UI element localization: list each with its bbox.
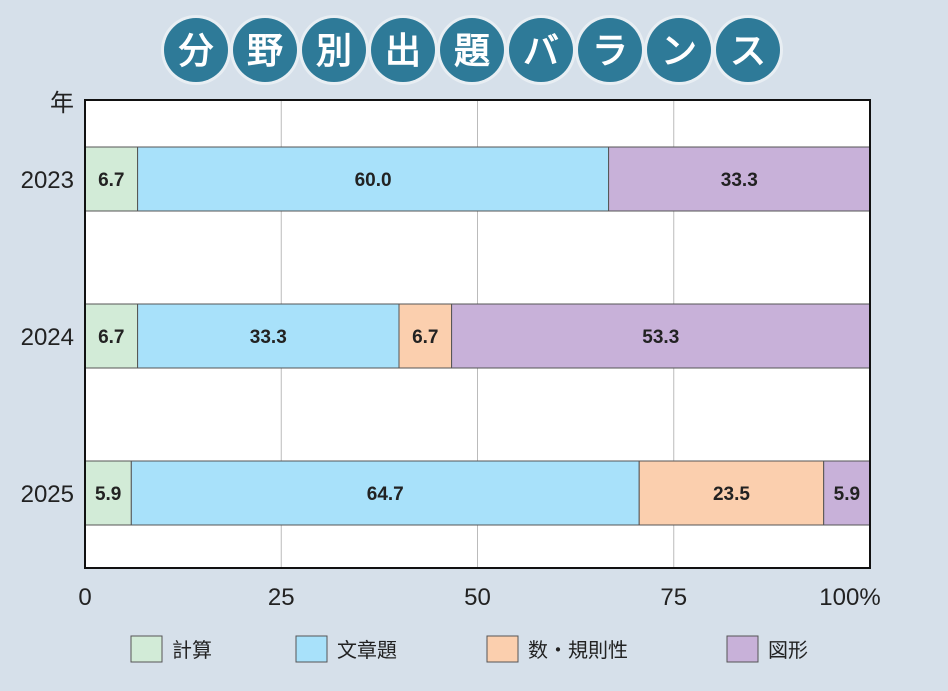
bar-segment	[84, 303, 139, 369]
y-tick-label: 2023	[21, 167, 74, 194]
bar-data-label: 5.9	[834, 484, 860, 505]
title-char: 題	[437, 15, 507, 85]
title-circle	[578, 18, 642, 82]
y-tick-label: 2024	[21, 324, 74, 351]
bar-data-label: 64.7	[367, 484, 404, 505]
bar-segment	[84, 460, 132, 526]
title-char-text: 野	[247, 31, 283, 72]
title-char: 野	[230, 15, 300, 85]
legend-item: 数・規則性	[486, 635, 628, 663]
title-char-text: 別	[316, 31, 352, 72]
legend-item: 文章題	[295, 635, 397, 663]
title-char: 分	[161, 15, 231, 85]
y-axis-label: 年	[50, 90, 74, 117]
title-circle	[509, 18, 573, 82]
bar-data-label: 6.7	[98, 327, 124, 348]
title-circle	[371, 18, 435, 82]
title-char: ラ	[575, 15, 645, 85]
title-char-text: ス	[730, 31, 766, 72]
bar-segment	[130, 460, 640, 526]
legend-swatch	[130, 635, 163, 663]
chart-title: 分野別出題バランス	[161, 15, 783, 85]
bar-segment	[137, 146, 610, 212]
legend-label: 図形	[768, 638, 808, 662]
legend-label: 数・規則性	[528, 638, 628, 662]
legend-item: 計算	[130, 635, 212, 663]
title-circle	[302, 18, 366, 82]
bar-data-label: 6.7	[412, 327, 438, 348]
legend-swatch	[486, 635, 519, 663]
bar-data-label: 60.0	[355, 170, 392, 191]
legend-label: 文章題	[337, 638, 397, 662]
bar-data-label: 33.3	[250, 327, 287, 348]
title-char-text: 分	[178, 31, 214, 72]
legend-swatch	[295, 635, 328, 663]
bar-segment	[638, 460, 825, 526]
title-char: ス	[713, 15, 783, 85]
legend-item: 図形	[726, 635, 808, 663]
x-tick-label: 75	[660, 584, 687, 611]
bar-segment	[398, 303, 453, 369]
bar-data-label: 5.9	[95, 484, 121, 505]
bar-segment	[608, 146, 871, 212]
bar-segment	[823, 460, 871, 526]
title-circle	[233, 18, 297, 82]
title-circle	[164, 18, 228, 82]
bar-segment	[451, 303, 871, 369]
bar-series: 6.7 60.0 33.3 6.7 33.3 6.7 53.3 5.9 64.7 23.5 5.9	[84, 146, 871, 526]
bar-data-label: 6.7	[98, 170, 124, 191]
title-char: バ	[506, 15, 576, 85]
x-tick-label: 0	[78, 584, 91, 611]
plot-frame	[84, 99, 871, 569]
y-tick-label: 2025	[21, 481, 74, 508]
bar-segment	[137, 303, 400, 369]
x-tick-label: 50	[464, 584, 491, 611]
title-char-text: バ	[523, 31, 559, 72]
title-circle	[440, 18, 504, 82]
x-tick-label: 100%	[819, 584, 880, 611]
bar-data-label: 23.5	[713, 484, 750, 505]
bar-segment	[84, 146, 139, 212]
legend: 計算 文章題 数・規則性 図形	[130, 635, 808, 663]
title-char-text: ラ	[592, 31, 628, 72]
bar-data-label: 33.3	[721, 170, 758, 191]
title-circle	[647, 18, 711, 82]
bar-data-label: 53.3	[642, 327, 679, 348]
title-char-text: 題	[454, 31, 490, 72]
title-char-text: ン	[661, 31, 697, 72]
y-axis-ticks: 2023 2024 2025	[21, 167, 74, 508]
legend-label: 計算	[172, 638, 212, 662]
title-char-text: 出	[385, 31, 421, 72]
title-char: 出	[368, 15, 438, 85]
x-axis-ticks: 0 25 50 75 100%	[78, 584, 880, 611]
x-tick-label: 25	[268, 584, 295, 611]
title-circle	[716, 18, 780, 82]
title-char: ン	[644, 15, 714, 85]
legend-swatch	[726, 635, 759, 663]
title-char: 別	[299, 15, 369, 85]
